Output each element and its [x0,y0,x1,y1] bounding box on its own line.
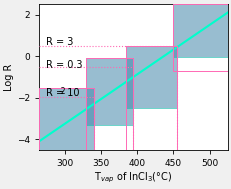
FancyBboxPatch shape [39,88,93,150]
FancyBboxPatch shape [86,58,133,125]
Text: R = 3: R = 3 [46,37,73,47]
X-axis label: T$_{vap}$ of InCl$_3$(°C): T$_{vap}$ of InCl$_3$(°C) [94,170,172,185]
Y-axis label: Log R: Log R [4,63,14,91]
Text: -2: -2 [58,87,66,95]
FancyBboxPatch shape [173,4,227,57]
Text: R = 10: R = 10 [46,88,79,98]
Text: R = 0.3: R = 0.3 [46,60,82,70]
FancyBboxPatch shape [126,46,176,108]
